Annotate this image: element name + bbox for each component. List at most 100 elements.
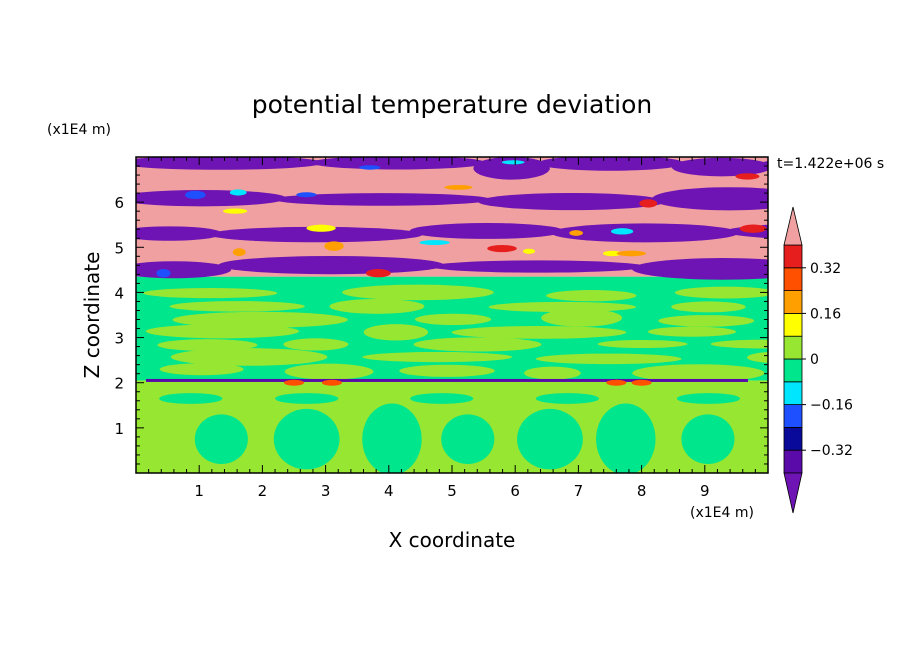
x-tick-label: 1	[194, 482, 204, 500]
x-tick-label: 9	[700, 482, 710, 500]
convective-streak	[535, 393, 600, 404]
upper-layer-band	[209, 226, 423, 243]
y-tick-label: 2	[114, 375, 124, 393]
colorbar-label: 0	[810, 352, 819, 368]
colorbar: 0.32 0.16 0 −0.16 −0.32	[783, 206, 853, 514]
x-axis-unit: (x1E4 m)	[690, 505, 754, 521]
x-tick-label: 3	[321, 482, 331, 500]
convective-cell	[273, 408, 340, 470]
middle-streak	[632, 364, 765, 382]
y-tick-label: 5	[114, 239, 124, 257]
middle-streak	[535, 353, 682, 365]
colorbar-bin	[783, 358, 803, 383]
colorbar-bin	[783, 404, 803, 428]
upper-layer-band	[431, 260, 645, 273]
upper-layer-patch	[156, 268, 171, 278]
colorbar-bin	[783, 335, 803, 360]
upper-layer-band	[136, 261, 232, 279]
y-axis-ticks: 1 2 3 4 5 6	[114, 165, 768, 465]
upper-layer-patch	[501, 160, 525, 165]
upper-layer-band	[478, 193, 665, 211]
upper-layer-patch	[324, 241, 344, 251]
middle-streak	[414, 313, 492, 326]
colorbar-under-triangle	[783, 472, 803, 514]
upper-layer-patch	[487, 244, 517, 253]
middle-streak	[169, 301, 305, 312]
x-tick-label: 8	[637, 482, 647, 500]
y-axis-unit: (x1E4 m)	[47, 122, 111, 138]
middle-streak	[597, 339, 688, 349]
colorbar-bin	[783, 290, 803, 314]
middle-streak	[541, 308, 622, 327]
convective-streak	[410, 393, 474, 404]
colorbar-label: −0.16	[810, 398, 853, 414]
upper-layer-patch	[522, 248, 536, 254]
convective-cell	[681, 414, 735, 464]
upper-layer-band	[632, 258, 768, 280]
upper-layer-patch	[184, 190, 206, 200]
colorbar-over-triangle	[783, 206, 803, 246]
y-tick-label: 4	[114, 284, 124, 302]
upper-layer-band	[136, 226, 223, 241]
upper-layer-band	[409, 222, 564, 239]
middle-streak	[172, 311, 348, 328]
upper-layer-band	[136, 157, 324, 170]
upper-layer-patch	[639, 199, 658, 208]
time-label: t=1.422e+06 s	[777, 156, 884, 172]
middle-streak	[399, 364, 495, 377]
colorbar-bin	[783, 426, 803, 451]
middle-streak	[647, 326, 736, 337]
y-axis-label: Z coordinate	[80, 252, 104, 379]
middle-streak	[159, 363, 244, 376]
x-tick-label: 4	[384, 482, 394, 500]
upper-layer-patch	[223, 208, 248, 214]
middle-streak	[658, 315, 755, 327]
y-tick-label: 3	[114, 330, 124, 348]
x-axis-ticks: 1 2 3 4 5 6 7 8 9	[148, 157, 756, 500]
upper-layer-band	[218, 256, 445, 275]
upper-layer-patch	[610, 228, 634, 235]
middle-streak	[671, 301, 746, 313]
upper-layer-patch	[569, 230, 583, 236]
upper-layer-patch	[735, 173, 760, 180]
middle-streak	[283, 338, 349, 351]
middle-region-field	[136, 276, 768, 382]
upper-layer-patch	[229, 189, 247, 196]
x-tick-label: 7	[574, 482, 584, 500]
upper-layer-band	[551, 223, 739, 243]
middle-streak	[488, 301, 637, 313]
middle-streak	[451, 325, 627, 339]
upper-layer-patch	[359, 165, 381, 170]
upper-layer-patch	[296, 192, 317, 198]
chart-title: potential temperature deviation	[252, 90, 652, 119]
colorbar-bin	[783, 267, 803, 291]
x-tick-label: 6	[510, 482, 520, 500]
interface-patch	[284, 379, 304, 386]
upper-layer-band	[273, 193, 491, 206]
middle-streak	[747, 351, 768, 363]
upper-layer-patch	[616, 250, 646, 257]
upper-region-field	[136, 157, 768, 280]
colorbar-bin	[783, 381, 803, 405]
interface-patch	[606, 379, 627, 386]
interface-patch	[321, 379, 342, 386]
upper-layer-patch	[232, 248, 246, 257]
convective-streak	[275, 393, 339, 404]
convective-streak	[676, 393, 741, 404]
convective-cell	[596, 403, 656, 473]
interface-line-field	[146, 378, 748, 386]
middle-streak	[363, 324, 429, 341]
colorbar-label: 0.16	[810, 306, 841, 322]
upper-layer-band	[311, 157, 487, 170]
lower-region-field	[136, 380, 768, 473]
upper-layer-patch	[602, 250, 622, 257]
middle-streak	[546, 290, 637, 302]
interface-patch	[631, 379, 652, 386]
middle-streak	[524, 366, 581, 380]
x-tick-label: 5	[447, 482, 457, 500]
upper-layer-band	[537, 157, 685, 171]
convective-streak	[159, 393, 223, 404]
colorbar-bin	[783, 312, 803, 337]
upper-layer-band	[652, 187, 768, 211]
